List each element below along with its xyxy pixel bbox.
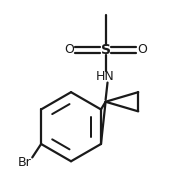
Text: O: O (64, 43, 74, 56)
Text: S: S (101, 43, 111, 57)
Text: O: O (137, 43, 147, 56)
Text: Br: Br (18, 156, 32, 169)
Text: HN: HN (96, 70, 115, 83)
